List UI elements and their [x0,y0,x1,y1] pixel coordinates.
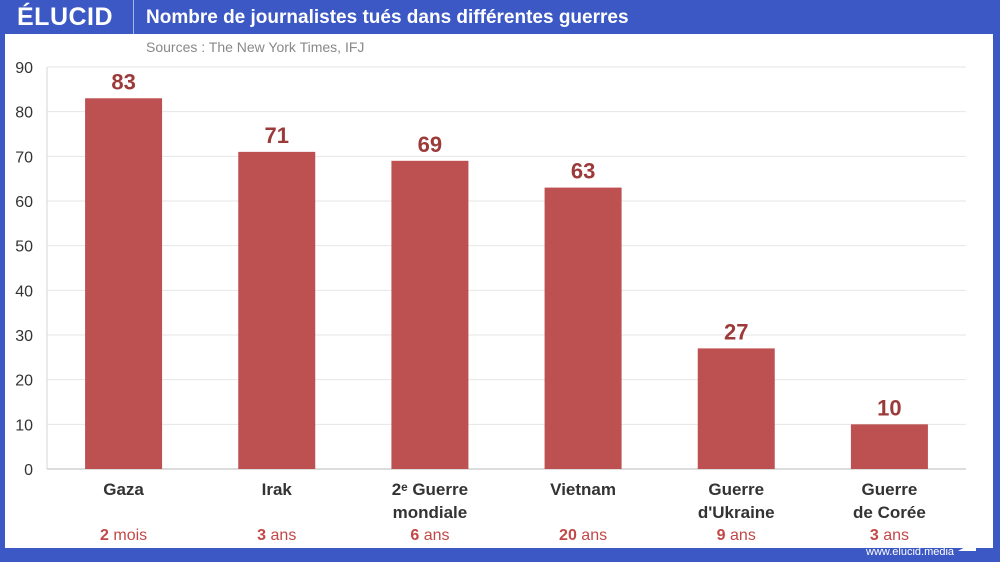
bar [85,98,163,470]
duration-unit: ans [271,527,297,544]
duration-label: 2 mois [100,527,147,544]
header-bar: ÉLUCID Nombre de journalistes tués dans … [0,0,1000,34]
x-tick-label: d'Ukraine [698,503,775,522]
bar [697,348,775,469]
footer-url[interactable]: www.elucid.media [866,546,955,558]
duration-unit: ans [730,527,756,544]
y-tick-label: 50 [15,239,33,256]
duration-number: 3 [257,527,270,544]
duration-unit: mois [113,527,147,544]
data-label: 10 [877,395,901,420]
duration-label: 3 ans [870,527,909,544]
chart-panel [5,34,993,548]
y-tick-label: 20 [15,373,33,390]
data-label: 83 [111,69,135,94]
bar [391,160,469,470]
y-tick-label: 60 [15,194,33,211]
y-tick-label: 90 [15,60,33,77]
data-label: 63 [571,159,595,184]
data-label: 27 [724,319,748,344]
duration-label: 3 ans [257,527,296,544]
elucid-flag-icon [958,541,976,551]
x-tick-label: Irak [262,480,293,499]
bar [238,151,316,469]
chart-title: Nombre de journalistes tués dans différe… [146,7,629,28]
x-tick-label: 2ᵉ Guerre [392,480,468,499]
data-label: 69 [418,132,442,157]
header-divider [133,0,134,34]
duration-label: 20 ans [559,527,607,544]
x-tick-label: de Corée [853,503,926,522]
y-tick-label: 40 [15,283,33,300]
duration-unit: ans [883,527,909,544]
y-tick-label: 80 [15,105,33,122]
duration-unit: ans [581,527,607,544]
chart-subtitle: Sources : The New York Times, IFJ [146,39,365,55]
x-tick-label: Vietnam [550,480,616,499]
duration-number: 9 [717,527,730,544]
duration-number: 6 [410,527,423,544]
y-tick-label: 0 [24,462,33,479]
duration-number: 20 [559,527,581,544]
duration-number: 2 [100,527,113,544]
duration-label: 9 ans [717,527,756,544]
duration-label: 6 ans [410,527,449,544]
y-tick-label: 70 [15,149,33,166]
bar [850,424,928,469]
x-tick-label: mondiale [393,503,468,522]
x-tick-label: Guerre [708,480,764,499]
y-tick-label: 30 [15,328,33,345]
duration-unit: ans [424,527,450,544]
elucid-logo: ÉLUCID [17,3,114,31]
data-label: 71 [265,123,289,148]
y-tick-label: 10 [15,417,33,434]
x-tick-label: Guerre [862,480,918,499]
duration-number: 3 [870,527,883,544]
bar [544,187,622,469]
x-tick-label: Gaza [103,480,144,499]
